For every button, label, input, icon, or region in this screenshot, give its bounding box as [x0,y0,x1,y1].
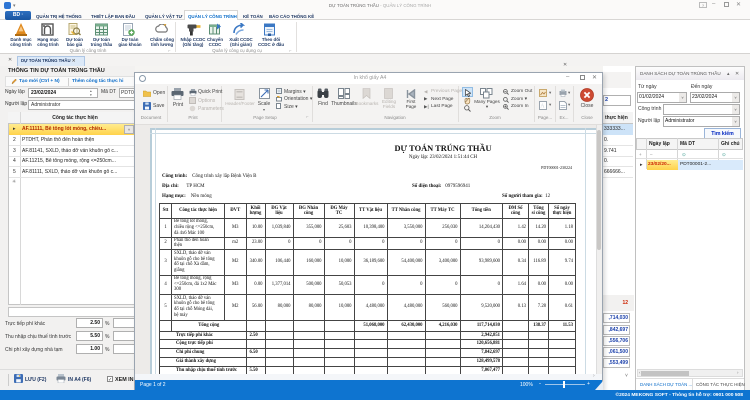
svg-text:A: A [540,104,545,110]
